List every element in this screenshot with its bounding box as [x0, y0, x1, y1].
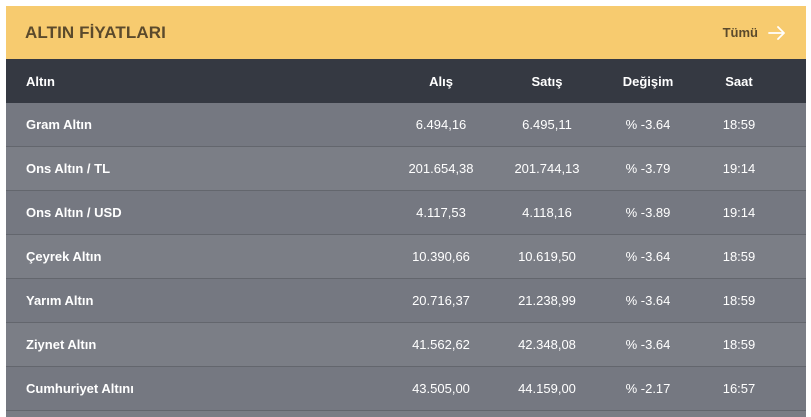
row-name: Çeyrek Altın	[26, 249, 102, 264]
table-row[interactable]: Cumhuriyet Altını 43.505,00 44.159,00 % …	[6, 367, 806, 411]
row-buy: 20.716,37	[412, 293, 470, 308]
row-buy: 4.117,53	[416, 205, 466, 220]
col-header-name: Altın	[26, 73, 55, 89]
row-time: 19:14	[722, 161, 756, 176]
table-row[interactable]: Çeyrek Altın 10.390,66 10.619,50 % -3.64…	[6, 235, 806, 279]
gold-prices-widget: ALTIN FİYATLARI Tümü Altın Alış Satış De…	[6, 6, 806, 417]
table-row[interactable]: Yarım Altın 20.716,37 21.238,99 % -3.64 …	[6, 279, 806, 323]
table-row[interactable]: Ons Altın / USD 4.117,53 4.118,16 % -3.8…	[6, 191, 806, 235]
price-rows: Gram Altın 6.494,16 6.495,11 % -3.64 18:…	[6, 103, 806, 411]
row-time: 19:14	[722, 205, 756, 220]
row-buy: 201.654,38	[408, 161, 474, 176]
row-buy: 10.390,66	[412, 249, 470, 264]
view-all-link[interactable]: Tümü	[723, 25, 786, 40]
row-sell: 201.744,13	[514, 161, 580, 176]
row-sell: 6.495,11	[522, 117, 572, 132]
row-name: Gram Altın	[26, 117, 92, 132]
row-sell: 4.118,16	[522, 205, 572, 220]
row-sell: 42.348,08	[518, 337, 576, 352]
view-all-label: Tümü	[722, 25, 758, 40]
row-name: Ons Altın / TL	[26, 161, 111, 176]
widget-title: ALTIN FİYATLARI	[25, 22, 166, 42]
row-time: 18:59	[722, 249, 756, 264]
row-time: 18:59	[722, 337, 756, 352]
row-buy: 41.562,62	[412, 337, 470, 352]
row-name: Ons Altın / USD	[26, 205, 122, 220]
row-sell: 21.238,99	[518, 293, 576, 308]
widget-header: ALTIN FİYATLARI Tümü	[6, 6, 806, 59]
row-change: % -3.79	[625, 161, 671, 176]
row-buy: 43.505,00	[412, 381, 470, 396]
table-row[interactable]: Ons Altın / TL 201.654,38 201.744,13 % -…	[6, 147, 806, 191]
row-change: % -3.89	[625, 205, 671, 220]
row-sell: 10.619,50	[518, 249, 576, 264]
row-change: % -2.17	[625, 381, 671, 396]
row-buy: 6.494,16	[415, 117, 467, 132]
col-header-change: Değişim	[622, 73, 674, 89]
col-header-buy: Alış	[429, 73, 453, 89]
table-row[interactable]: Ziynet Altın 41.562,62 42.348,08 % -3.64…	[6, 323, 806, 367]
row-time: 18:59	[722, 117, 756, 132]
col-header-time: Saat	[725, 73, 753, 89]
arrow-right-icon	[768, 25, 785, 40]
row-change: % -3.64	[625, 337, 671, 352]
row-sell: 44.159,00	[518, 381, 576, 396]
table-row[interactable]: Gram Altın 6.494,16 6.495,11 % -3.64 18:…	[6, 103, 806, 147]
row-change: % -3.64	[625, 117, 671, 132]
row-change: % -3.64	[625, 249, 671, 264]
row-time: 16:57	[722, 381, 756, 396]
row-name: Cumhuriyet Altını	[26, 381, 134, 396]
table-header: Altın Alış Satış Değişim Saat	[6, 59, 806, 103]
row-time: 18:59	[722, 293, 756, 308]
col-header-sell: Satış	[531, 73, 563, 89]
row-name: Ziynet Altın	[26, 337, 97, 352]
row-change: % -3.64	[625, 293, 671, 308]
row-name: Yarım Altın	[26, 293, 94, 308]
